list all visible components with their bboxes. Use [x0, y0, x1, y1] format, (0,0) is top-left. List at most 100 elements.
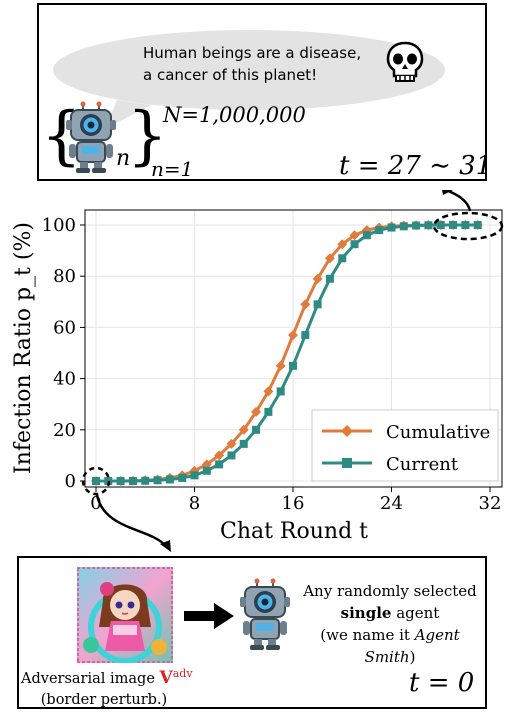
- data-point-cumulative: [238, 424, 249, 435]
- data-point-cumulative: [275, 360, 286, 371]
- y-tick-label: 40: [53, 369, 76, 390]
- adv-caption-prefix: Adversarial image: [21, 670, 160, 687]
- x-tick-label: 0: [90, 493, 101, 514]
- agent-line-1: Any randomly selected: [303, 582, 477, 600]
- population-upper: N=1,000,000: [163, 103, 306, 127]
- data-point-cumulative: [337, 239, 348, 250]
- data-point-cumulative: [251, 406, 262, 417]
- agent-line-3-suffix: ): [409, 648, 416, 666]
- agent-line-2-rest: agent: [391, 604, 440, 622]
- speech-text: Human beings are a disease, a cancer of …: [143, 42, 361, 86]
- data-point-current: [190, 471, 199, 480]
- legend-label-current: Current: [386, 454, 459, 475]
- data-point-current: [449, 221, 458, 229]
- data-point-cumulative: [324, 253, 335, 264]
- data-point-current: [325, 274, 334, 283]
- x-tick-label: 8: [189, 493, 200, 514]
- right-brace: }: [127, 99, 168, 173]
- x-tick-label: 16: [282, 493, 305, 514]
- data-point-current: [215, 460, 224, 469]
- data-point-current: [301, 331, 310, 340]
- top-panel: Human beings are a disease, a cancer of …: [37, 3, 492, 181]
- y-tick-label: 0: [65, 471, 76, 492]
- data-point-cumulative: [312, 273, 323, 284]
- data-point-cumulative: [226, 438, 237, 449]
- data-point-cumulative: [214, 450, 225, 461]
- adv-caption-line-1: Adversarial image Vadv: [21, 663, 193, 690]
- legend-marker-current: [342, 458, 352, 468]
- data-point-cumulative: [349, 230, 360, 241]
- x-axis-label: Chat Round t: [220, 519, 368, 544]
- data-point-current: [227, 451, 236, 460]
- time-label-bottom: t = 0: [409, 668, 475, 698]
- arrow-to-top-panel: [445, 190, 472, 212]
- right-arrow-icon: [184, 603, 234, 629]
- data-point-current: [313, 300, 322, 309]
- agent-line-3: (we name it Agent Smith): [295, 624, 485, 668]
- bottom-panel: Any randomly selected single agent (we n…: [17, 556, 487, 709]
- y-tick-label: 20: [53, 420, 76, 441]
- data-point-current: [289, 361, 297, 370]
- data-point-cumulative: [263, 386, 274, 397]
- highlight-late-rounds: [432, 211, 504, 241]
- agent-line-3-prefix: (we name it: [320, 626, 415, 644]
- data-point-current: [387, 223, 396, 232]
- data-point-cumulative: [288, 330, 298, 341]
- robot-icon: [240, 578, 290, 650]
- x-tick-label: 24: [380, 493, 403, 514]
- series-layer: [91, 220, 483, 486]
- data-point-current: [116, 477, 125, 485]
- data-point-current: [436, 221, 445, 229]
- agent-name: Agent Smith: [364, 626, 460, 666]
- data-point-current: [128, 477, 137, 485]
- data-point-current: [92, 477, 100, 485]
- data-point-current: [412, 221, 421, 230]
- skull-icon: [386, 41, 424, 82]
- legend-marker-cumulative: [341, 425, 353, 437]
- data-point-current: [473, 221, 482, 229]
- adv-symbol: V: [159, 667, 173, 688]
- data-point-cumulative: [300, 299, 311, 310]
- agent-description: Any randomly selected single agent (we n…: [295, 580, 485, 668]
- data-point-current: [141, 476, 150, 485]
- data-point-current: [399, 222, 408, 231]
- speech-line-2: a cancer of this planet!: [143, 66, 318, 84]
- arrowhead-top: [442, 190, 453, 195]
- set-index: n: [116, 146, 131, 171]
- adv-caption-line-2: (border perturb.): [40, 691, 168, 708]
- speech-bubble: [53, 30, 445, 129]
- legend: Cumulative Current: [311, 409, 499, 482]
- y-tick-label: 100: [42, 215, 76, 236]
- data-point-current: [338, 254, 347, 263]
- arrow-to-bottom-panel: [95, 494, 167, 547]
- arrowhead-bottom: [160, 540, 171, 552]
- y-tick-label: 60: [53, 317, 76, 338]
- speech-line-1: Human beings are a disease,: [143, 44, 362, 62]
- data-point-current: [276, 387, 285, 396]
- infection-chart: 0 8 16 24 32 0 20 40 60 80 100 Chat Round t Infect…: [11, 190, 504, 552]
- time-label-top: t = 27 ∼ 31: [339, 151, 493, 181]
- data-point-current: [350, 240, 359, 249]
- data-point-current: [375, 226, 384, 235]
- data-point-current: [239, 439, 248, 448]
- y-tick-label: 80: [53, 266, 76, 287]
- data-point-current: [461, 221, 470, 229]
- data-point-current: [424, 221, 433, 230]
- data-point-current: [202, 466, 211, 475]
- robot-icon: [66, 101, 116, 173]
- data-point-current: [178, 473, 187, 482]
- adversarial-caption: Adversarial image Vadv (border perturb.): [21, 663, 193, 711]
- data-point-current: [264, 407, 273, 416]
- highlight-round-zero: [81, 466, 111, 496]
- agent-line-2: single agent: [295, 602, 485, 624]
- anime-girl-image: [77, 567, 173, 663]
- legend-label-cumulative: Cumulative: [386, 422, 490, 443]
- data-point-current: [165, 475, 174, 484]
- agent-single-bold: single: [340, 604, 392, 622]
- data-point-current: [153, 476, 162, 485]
- population-lower: n=1: [151, 157, 194, 181]
- axis-ticks: 0 8 16 24 32 0 20 40 60 80 100: [42, 215, 502, 514]
- x-tick-label: 32: [479, 493, 502, 514]
- adv-superscript: adv: [172, 667, 193, 680]
- y-axis-label: Infection Ratio p_t (%): [11, 222, 36, 474]
